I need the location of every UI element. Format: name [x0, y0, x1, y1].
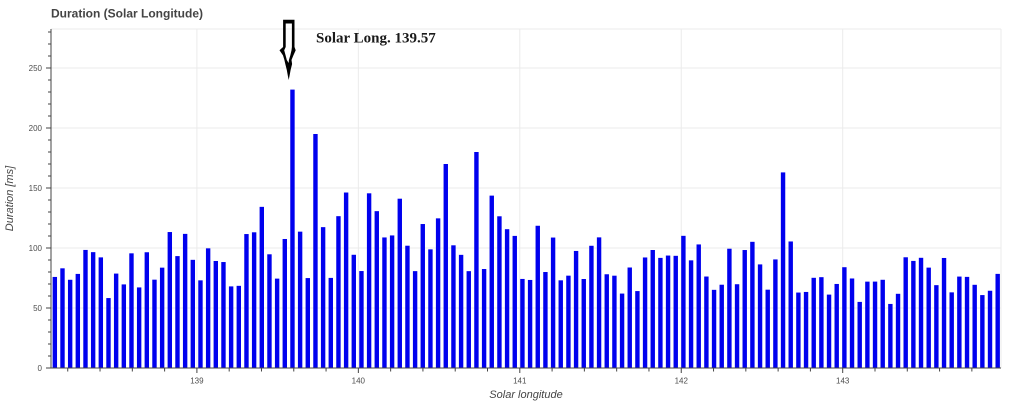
svg-text:Solar Long. 139.57: Solar Long. 139.57: [316, 31, 436, 47]
svg-text:0: 0: [38, 364, 43, 373]
svg-text:250: 250: [29, 64, 43, 73]
svg-text:142: 142: [675, 377, 689, 386]
svg-text:141: 141: [513, 377, 527, 386]
svg-text:Duration [ms]: Duration [ms]: [4, 165, 16, 231]
svg-text:Duration (Solar Longitude): Duration (Solar Longitude): [51, 7, 203, 21]
svg-text:150: 150: [29, 184, 43, 193]
svg-text:100: 100: [29, 244, 43, 253]
svg-text:143: 143: [836, 377, 850, 386]
svg-text:Solar longitude: Solar longitude: [489, 389, 562, 401]
svg-text:200: 200: [29, 124, 43, 133]
svg-text:139: 139: [190, 377, 204, 386]
svg-text:140: 140: [352, 377, 366, 386]
svg-text:50: 50: [33, 304, 42, 313]
